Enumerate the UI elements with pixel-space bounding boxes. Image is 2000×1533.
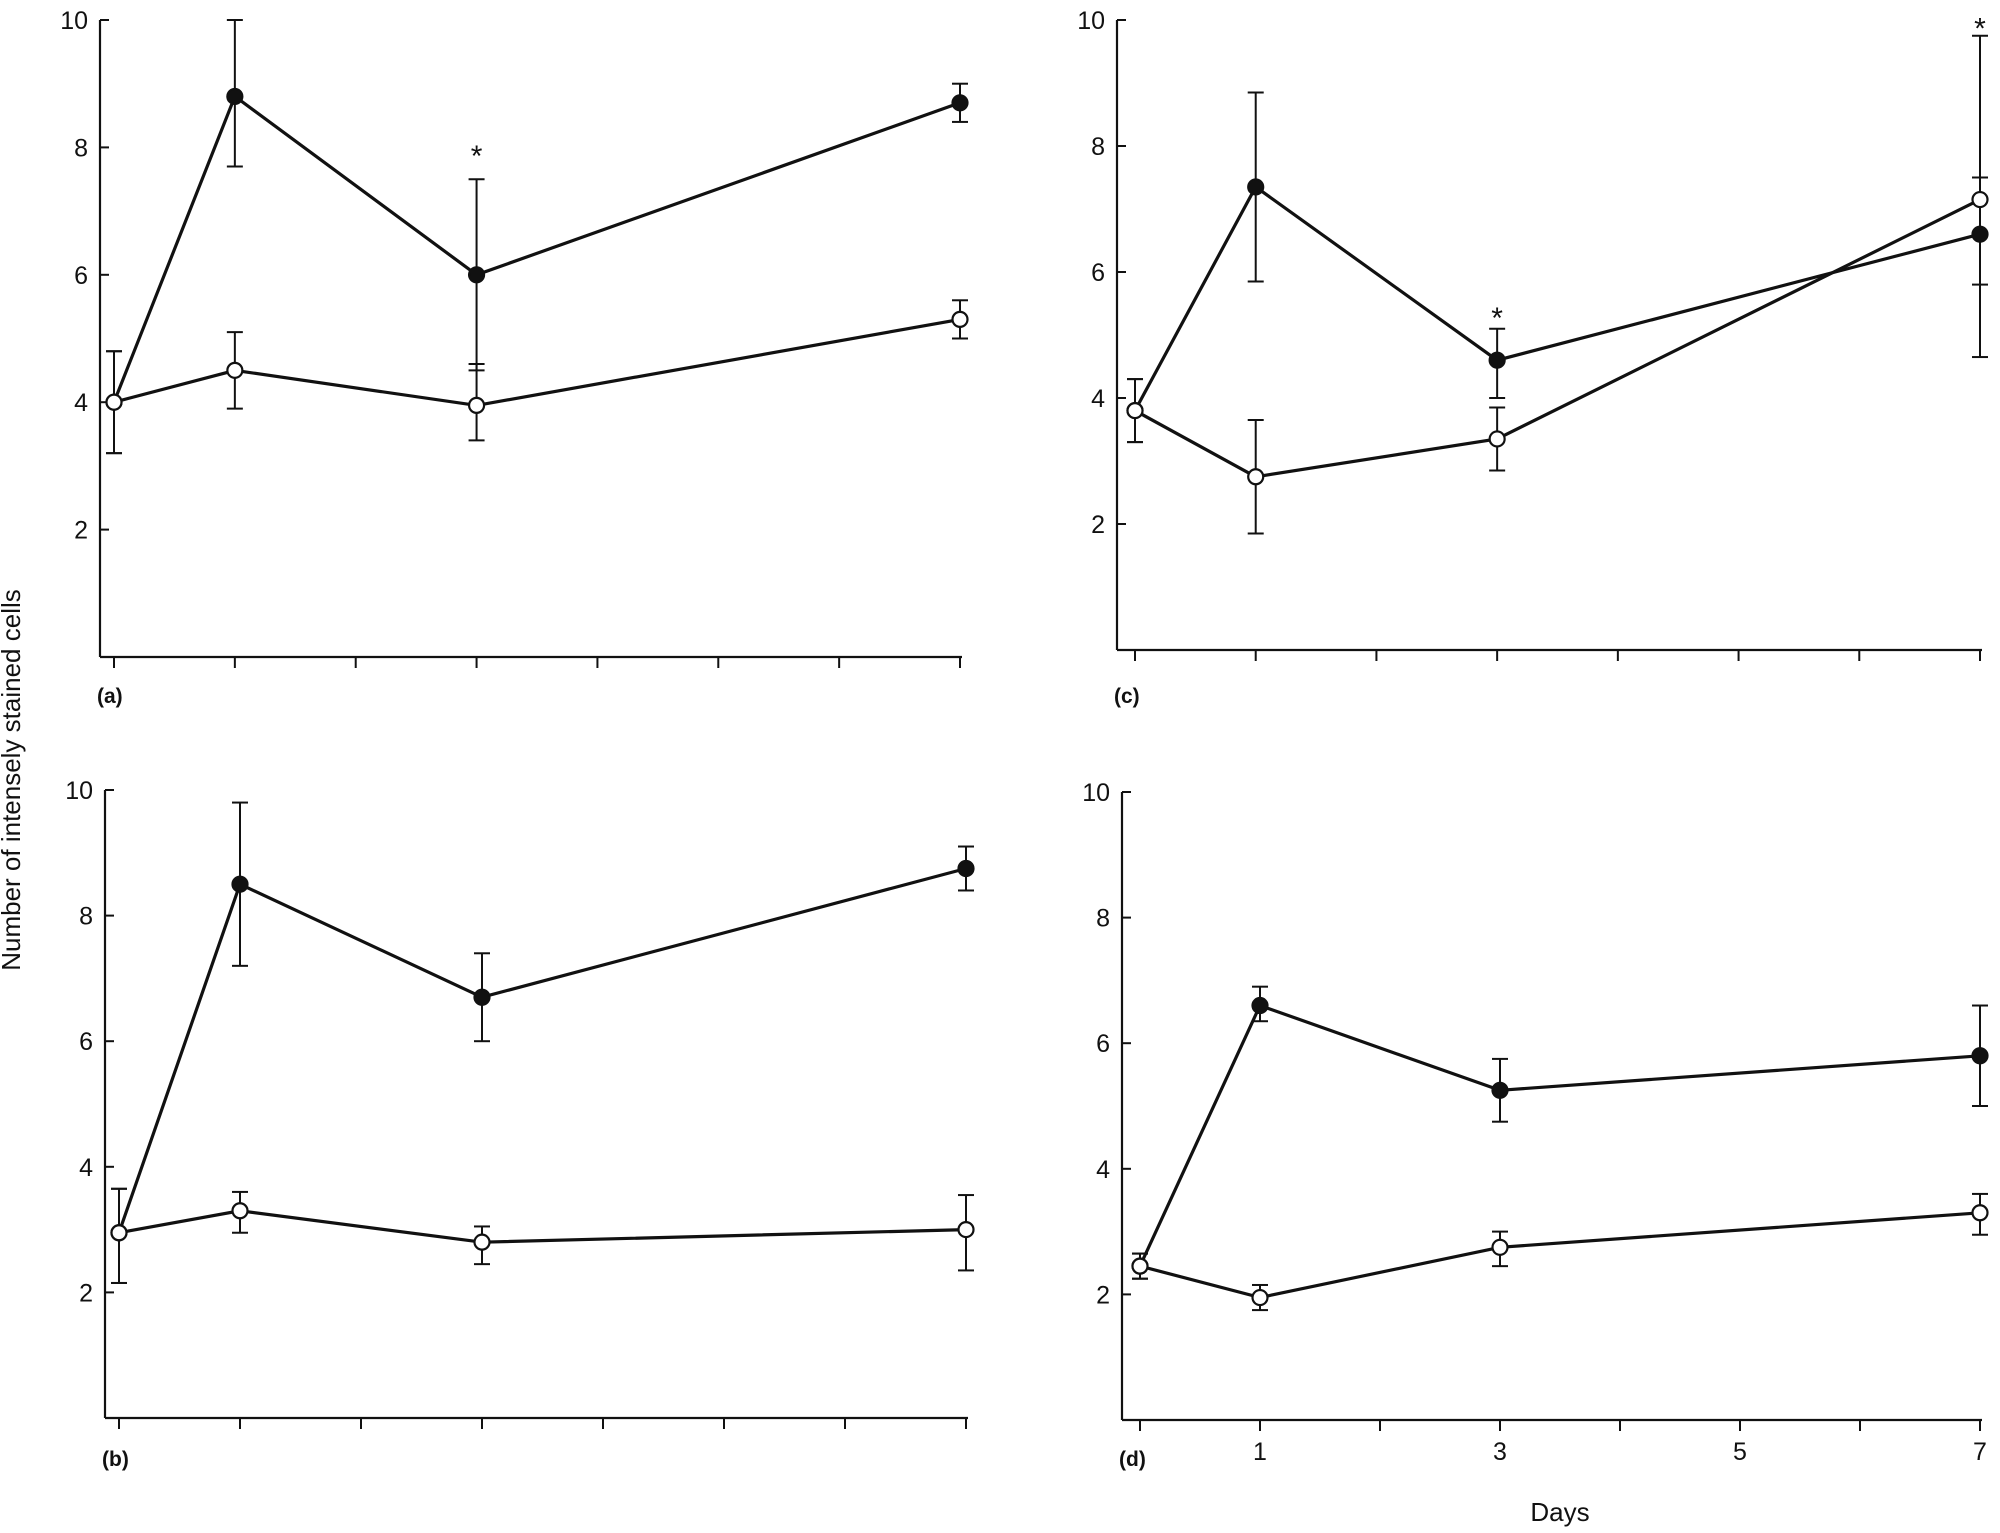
panel-label: (b) (102, 1448, 129, 1471)
series-line-filled (117, 866, 967, 1234)
y-tick-label: 10 (65, 777, 93, 805)
y-tick-label: 10 (1077, 7, 1105, 35)
point-open (951, 310, 969, 328)
point-filled (231, 875, 249, 893)
x-tick-label: 3 (1493, 1438, 1507, 1466)
series-line-filled (1138, 1003, 1981, 1267)
x-tick-label: 1 (1253, 1438, 1267, 1466)
point-open (957, 1220, 975, 1239)
y-tick-label: 6 (79, 1028, 93, 1056)
x-axis-title: Days (1530, 1497, 1589, 1527)
point-filled (473, 988, 491, 1006)
y-tick-label: 8 (79, 903, 93, 931)
chart-panel-1: 2 4 6 8 10 (c) * * (1077, 7, 1989, 708)
point-open (1126, 402, 1144, 420)
y-tick-label: 4 (79, 1154, 93, 1182)
panel-label: (d) (1119, 1448, 1146, 1471)
significance-marker: * (1491, 302, 1503, 335)
point-open (110, 1224, 128, 1242)
point-open (1971, 190, 1989, 209)
point-filled (1247, 178, 1265, 196)
series-line-open (113, 317, 961, 408)
point-filled (467, 266, 486, 284)
y-tick-label: 8 (1096, 905, 1110, 933)
chart-panel-2: 2 4 6 8 10 (b) (65, 777, 975, 1471)
y-tick-label: 4 (1096, 1156, 1110, 1184)
point-filled (1251, 996, 1269, 1015)
series-line-open (1139, 1211, 1981, 1300)
y-tick-label: 8 (1091, 133, 1105, 161)
significance-marker: * (471, 140, 483, 173)
point-open (1491, 1238, 1509, 1256)
point-open (467, 396, 486, 414)
y-tick-label: 2 (1096, 1281, 1110, 1309)
series-line-open (1134, 198, 1981, 479)
y-tick-label: 10 (60, 7, 88, 35)
point-filled (1971, 1047, 1989, 1065)
point-open (1971, 1204, 1989, 1222)
series-line-open (118, 1209, 967, 1244)
y-axis-title: Number of intensely stained cells (0, 589, 26, 971)
point-open (1131, 1257, 1149, 1275)
chart-panel-0: 2 4 6 8 10 (a) * (60, 7, 969, 708)
point-open (1251, 1288, 1269, 1307)
point-filled (1971, 225, 1989, 243)
y-tick-label: 4 (74, 389, 88, 417)
point-open (1488, 430, 1506, 448)
y-tick-label: 6 (1096, 1030, 1110, 1058)
y-tick-label: 2 (79, 1279, 93, 1307)
point-filled (957, 859, 975, 878)
point-open (105, 393, 123, 411)
y-tick-label: 6 (74, 262, 88, 290)
significance-marker: * (1974, 12, 1986, 45)
point-open (226, 361, 244, 379)
point-open (473, 1233, 491, 1251)
y-tick-label: 8 (74, 134, 88, 162)
panel-label: (a) (97, 685, 123, 708)
panel-label: (c) (1114, 685, 1140, 708)
x-tick-label: 7 (1973, 1438, 1987, 1466)
y-tick-label: 6 (1091, 259, 1105, 287)
y-tick-label: 2 (1091, 511, 1105, 539)
chart-panel-3: 2 4 6 8 10 1 3 5 7 (d) (1082, 779, 1989, 1471)
point-filled (1488, 351, 1506, 369)
chart-panels: 2 4 6 8 10 (a) * 2 4 6 8 10 (c) * * 2 4 6 8 10 (b) 2 4 6 8 10 1 3 5 7… (60, 7, 1989, 1471)
y-tick-label: 2 (74, 517, 88, 545)
x-tick-label: 5 (1733, 1438, 1747, 1466)
point-filled (951, 94, 969, 112)
series-line-filled (112, 93, 961, 403)
point-open (231, 1202, 249, 1220)
y-tick-label: 10 (1082, 779, 1110, 807)
point-filled (1491, 1081, 1509, 1099)
series-line-filled (1133, 184, 1981, 412)
point-open (1247, 468, 1265, 486)
y-tick-label: 4 (1091, 385, 1105, 413)
point-filled (226, 87, 244, 106)
